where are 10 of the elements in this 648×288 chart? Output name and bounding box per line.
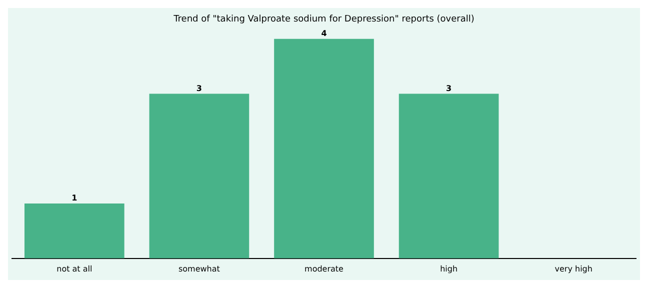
data-label: 4 [321, 28, 328, 38]
data-label: 1 [72, 194, 78, 203]
x-tick-label: moderate [304, 264, 344, 274]
chart-title: Trend of "taking Valproate sodium for Depression" reports (overall) [172, 14, 474, 25]
x-tick-label: somewhat [178, 264, 220, 274]
data-label: 3 [446, 84, 452, 93]
x-tick-label: very high [554, 264, 592, 274]
data-label: 3 [196, 84, 202, 93]
x-tick-label: not at all [56, 264, 92, 274]
x-tick-label: high [440, 264, 458, 274]
